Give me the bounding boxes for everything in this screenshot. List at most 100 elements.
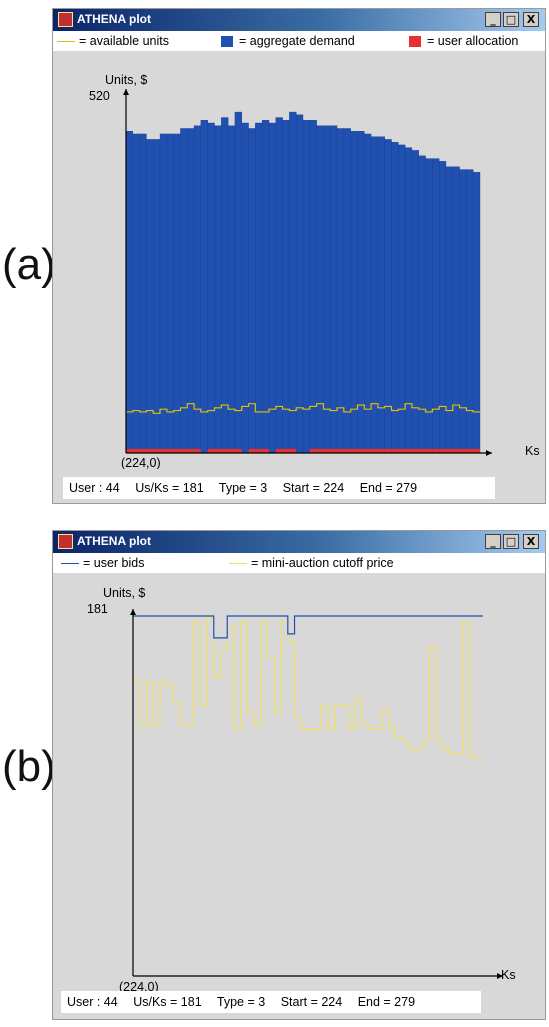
demand-bar	[268, 122, 276, 454]
legend-item-available-units: = available units	[57, 34, 169, 48]
allocation-bar	[418, 448, 426, 453]
allocation-bar	[391, 448, 399, 453]
legend-swatch-line	[61, 562, 79, 564]
legend-label: = mini-auction cutoff price	[251, 556, 394, 570]
allocation-bar	[187, 448, 195, 453]
close-button[interactable]: X	[523, 534, 539, 549]
x-axis-arrow	[497, 973, 503, 979]
allocation-bar	[255, 448, 263, 453]
allocation-bar	[323, 448, 331, 453]
demand-bar	[295, 114, 304, 454]
demand-bar	[330, 125, 338, 454]
allocation-bar	[330, 448, 338, 453]
allocation-bar	[459, 448, 467, 453]
panel-a-label: (a)	[2, 240, 56, 289]
allocation-bar	[425, 448, 433, 453]
y-axis-arrow	[123, 89, 129, 95]
legend-label: = available units	[79, 34, 169, 48]
allocation-bar	[132, 448, 140, 453]
legend-label: = user bids	[83, 556, 145, 570]
allocation-bar	[166, 448, 174, 453]
allocation-bar	[146, 448, 154, 453]
allocation-bar	[194, 448, 201, 453]
legend-swatch-box	[409, 35, 421, 47]
x-axis-label: Ks	[525, 444, 540, 458]
allocation-bar	[139, 448, 147, 453]
demand-bar	[159, 133, 168, 454]
app-icon[interactable]	[58, 12, 73, 27]
demand-bar	[472, 172, 481, 454]
legend-swatch-box	[221, 35, 233, 47]
allocation-bar	[221, 448, 229, 453]
plot-legend: = available units = aggregate demand = u…	[53, 31, 545, 51]
legend-item-user-allocation: = user allocation	[409, 34, 518, 48]
allocation-bar	[398, 448, 406, 453]
allocation-bar	[180, 448, 188, 453]
status-us-ks: Us/Ks = 181	[133, 995, 202, 1009]
status-type: Type = 3	[218, 481, 268, 495]
demand-bar	[364, 133, 372, 454]
close-button[interactable]: X	[523, 12, 539, 27]
demand-bar	[234, 111, 242, 454]
legend-label: = aggregate demand	[239, 34, 355, 48]
demand-bar	[418, 155, 426, 454]
demand-bar	[193, 125, 202, 454]
allocation-bar	[153, 448, 161, 453]
legend-item-user-bids: = user bids	[61, 556, 145, 570]
demand-bar	[459, 169, 467, 454]
athena-plot-window-a: ATHENA plot _ □ X = available units = ag…	[52, 8, 546, 504]
demand-bar	[370, 136, 379, 454]
title-bar[interactable]: ATHENA plot _ □ X	[53, 9, 545, 31]
minimize-button[interactable]: _	[485, 534, 501, 549]
legend-swatch-line	[229, 562, 247, 564]
demand-bar	[221, 117, 229, 454]
minimize-button[interactable]: _	[485, 12, 501, 27]
status-end: End = 279	[357, 995, 416, 1009]
demand-bar	[282, 120, 290, 454]
window-title: ATHENA plot	[77, 534, 151, 548]
maximize-button[interactable]: □	[503, 534, 519, 549]
status-type: Type = 3	[216, 995, 266, 1009]
allocation-bar	[466, 448, 474, 453]
demand-bar	[302, 120, 311, 454]
status-end: End = 279	[359, 481, 418, 495]
status-us-ks: Us/Ks = 181	[135, 481, 204, 495]
status-start: Start = 224	[280, 995, 343, 1009]
demand-bar	[336, 128, 345, 454]
plot-area: Units, $ 520 Ks (224,0)	[89, 73, 540, 469]
demand-bar	[343, 128, 351, 454]
legend-item-aggregate-demand: = aggregate demand	[221, 34, 355, 48]
allocation-bar	[452, 448, 460, 453]
y-axis-label: Units, $	[103, 586, 145, 600]
allocation-bar	[364, 448, 372, 453]
demand-bar	[146, 139, 154, 454]
demand-bar	[425, 158, 433, 454]
demand-bar	[241, 122, 249, 454]
maximize-button[interactable]: □	[503, 12, 519, 27]
allocation-bar	[473, 448, 480, 453]
allocation-bar	[384, 448, 392, 453]
allocation-bar	[173, 448, 181, 453]
demand-bar	[255, 122, 263, 454]
demand-bar	[132, 133, 140, 454]
legend-label: = user allocation	[427, 34, 519, 48]
allocation-bar	[432, 448, 440, 453]
plot-legend: = user bids = mini-auction cutoff price	[53, 553, 545, 573]
title-bar[interactable]: ATHENA plot _ □ X	[53, 531, 545, 553]
x-axis-arrow	[486, 450, 492, 456]
allocation-bar	[337, 448, 344, 453]
app-icon[interactable]	[58, 534, 73, 549]
plot-area: Units, $ 181 Ks (224,0)	[87, 586, 516, 993]
y-max-label: 520	[89, 89, 110, 103]
allocation-bar	[228, 448, 235, 453]
allocation-bar	[309, 448, 317, 453]
allocation-bar	[207, 448, 215, 453]
allocation-bar	[316, 448, 324, 453]
allocation-bar	[126, 448, 133, 453]
cutoff-price-line	[133, 617, 483, 758]
origin-label: (224,0)	[121, 456, 161, 469]
allocation-bar	[289, 448, 297, 453]
allocation-bar	[377, 448, 385, 453]
window-title: ATHENA plot	[77, 12, 151, 26]
demand-bar	[139, 133, 147, 454]
